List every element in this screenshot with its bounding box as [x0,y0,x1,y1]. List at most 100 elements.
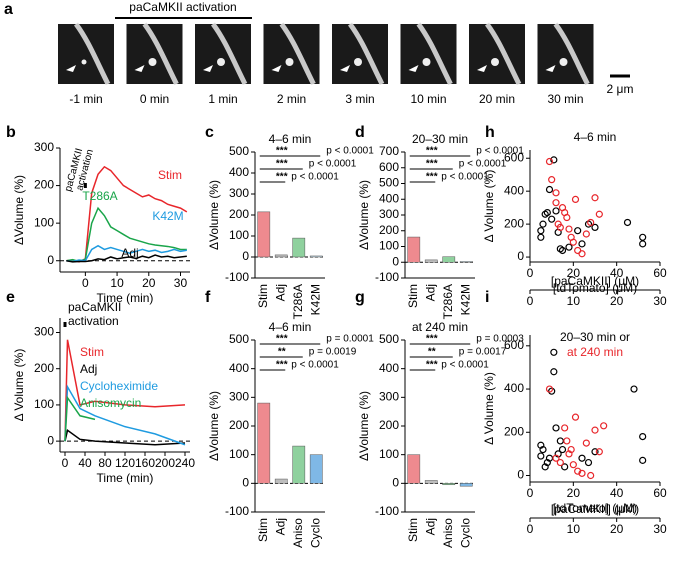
point [558,445,567,454]
bar [309,454,323,484]
bracket-label: paCaMKII activation [129,0,236,14]
panel-letter: a [4,1,13,18]
x-axis-label: Time (min) [97,471,154,485]
point [550,156,558,164]
x2-tick-label: 30 [653,294,667,308]
y-axis-label: ΔVolume (%) [357,391,371,461]
y-tick-label: 400 [229,361,249,375]
point [556,458,564,467]
point [548,387,556,395]
p-value: p < 0.0001 [441,172,489,183]
x-tick-label: Cyclo [458,518,472,548]
point [578,469,586,477]
spine [559,58,568,66]
significance-stars: ** [278,347,286,358]
panel-letter: b [6,124,16,141]
point [639,456,647,464]
p-value: p = 0.0017 [459,347,507,358]
bar [257,402,271,484]
dendrite [210,22,248,86]
arrowhead [134,65,145,72]
time-label: -1 min [69,92,102,106]
x-tick-label: 40 [610,486,624,500]
y-axis-label: ΔVolume (%) [207,391,221,461]
x-tick-label: 0 [82,276,89,290]
point [537,227,545,235]
point [591,448,599,456]
point [578,454,586,462]
dendrite [553,22,590,86]
point [571,195,580,204]
point [578,240,586,248]
scale-label: 2 μm [607,82,634,96]
y-axis-label: Δ Volume (%) [482,372,496,445]
y-tick-label: 0 [242,476,249,490]
legend-label: at 240 min [567,345,623,359]
point [552,189,560,197]
point [543,208,551,217]
time-label: 2 min [277,92,306,106]
p-value: p < 0.0001 [326,146,374,157]
point [565,243,573,251]
p-value: p = 0.0001 [326,334,374,345]
x-tick-label: Adj [423,518,437,535]
y-tick-label: 500 [229,332,249,346]
x-axis-label: [tdTomato] (μM) [553,501,637,515]
point [539,445,547,454]
x-tick-label: 30 [174,276,188,290]
point [561,463,569,471]
y-tick-label: 300 [34,140,54,154]
point [574,227,582,235]
p-value: p = 0.0019 [309,347,357,358]
arrowhead [66,65,76,72]
x-tick-label: Cyclo [308,518,322,548]
x2-tick-label: 0 [527,294,534,308]
legend-label: Anisomycin [80,396,141,410]
dendrite [279,22,316,86]
p-value: p < 0.0001 [309,159,357,170]
y-tick-label: 600 [379,160,399,174]
y-tick-label: 0 [517,249,524,263]
y-tick-label: 100 [34,397,54,411]
time-label: 30 min [547,92,583,106]
spine [491,58,499,66]
x2-axis-label: [paCaMKII] (μM) [551,274,639,288]
x-tick-label: K42M [458,284,472,315]
x2-tick-label: 0 [527,522,534,536]
y-tick-label: 200 [504,424,524,438]
y-tick-label: 100 [379,447,399,461]
x-tick-label: Stim [256,518,270,542]
x-tick-label: 10 [110,276,124,290]
legend-label: T286A [82,189,117,203]
point [639,240,647,248]
spine [81,59,87,65]
arrowhead [408,65,419,72]
significance-stars: *** [276,146,288,157]
x-tick-label: Adj [273,284,287,301]
point [567,445,575,454]
x2-tick-label: 20 [610,294,624,308]
y-tick-label: 200 [379,418,399,432]
bar [274,478,288,484]
p-value: p < 0.0001 [476,146,524,157]
bar [459,483,473,487]
legend-label: Adj [80,362,97,376]
point [582,230,590,238]
panel-letter: e [6,289,15,306]
y-tick-label: 100 [229,447,249,461]
x-tick-label: 40 [78,456,92,470]
y-tick-label: 600 [504,150,524,164]
x2-tick-label: 30 [653,522,667,536]
y-axis-label: ΔVolume (%) [357,180,371,250]
spine [148,58,157,66]
x-tick-label: 60 [653,266,667,280]
spine [422,58,431,66]
time-label: 10 min [410,92,446,106]
time-label: 3 min [345,92,374,106]
point [552,199,560,207]
point [639,233,647,241]
point [569,238,577,246]
point [630,385,638,393]
y-tick-label: 100 [34,215,54,229]
